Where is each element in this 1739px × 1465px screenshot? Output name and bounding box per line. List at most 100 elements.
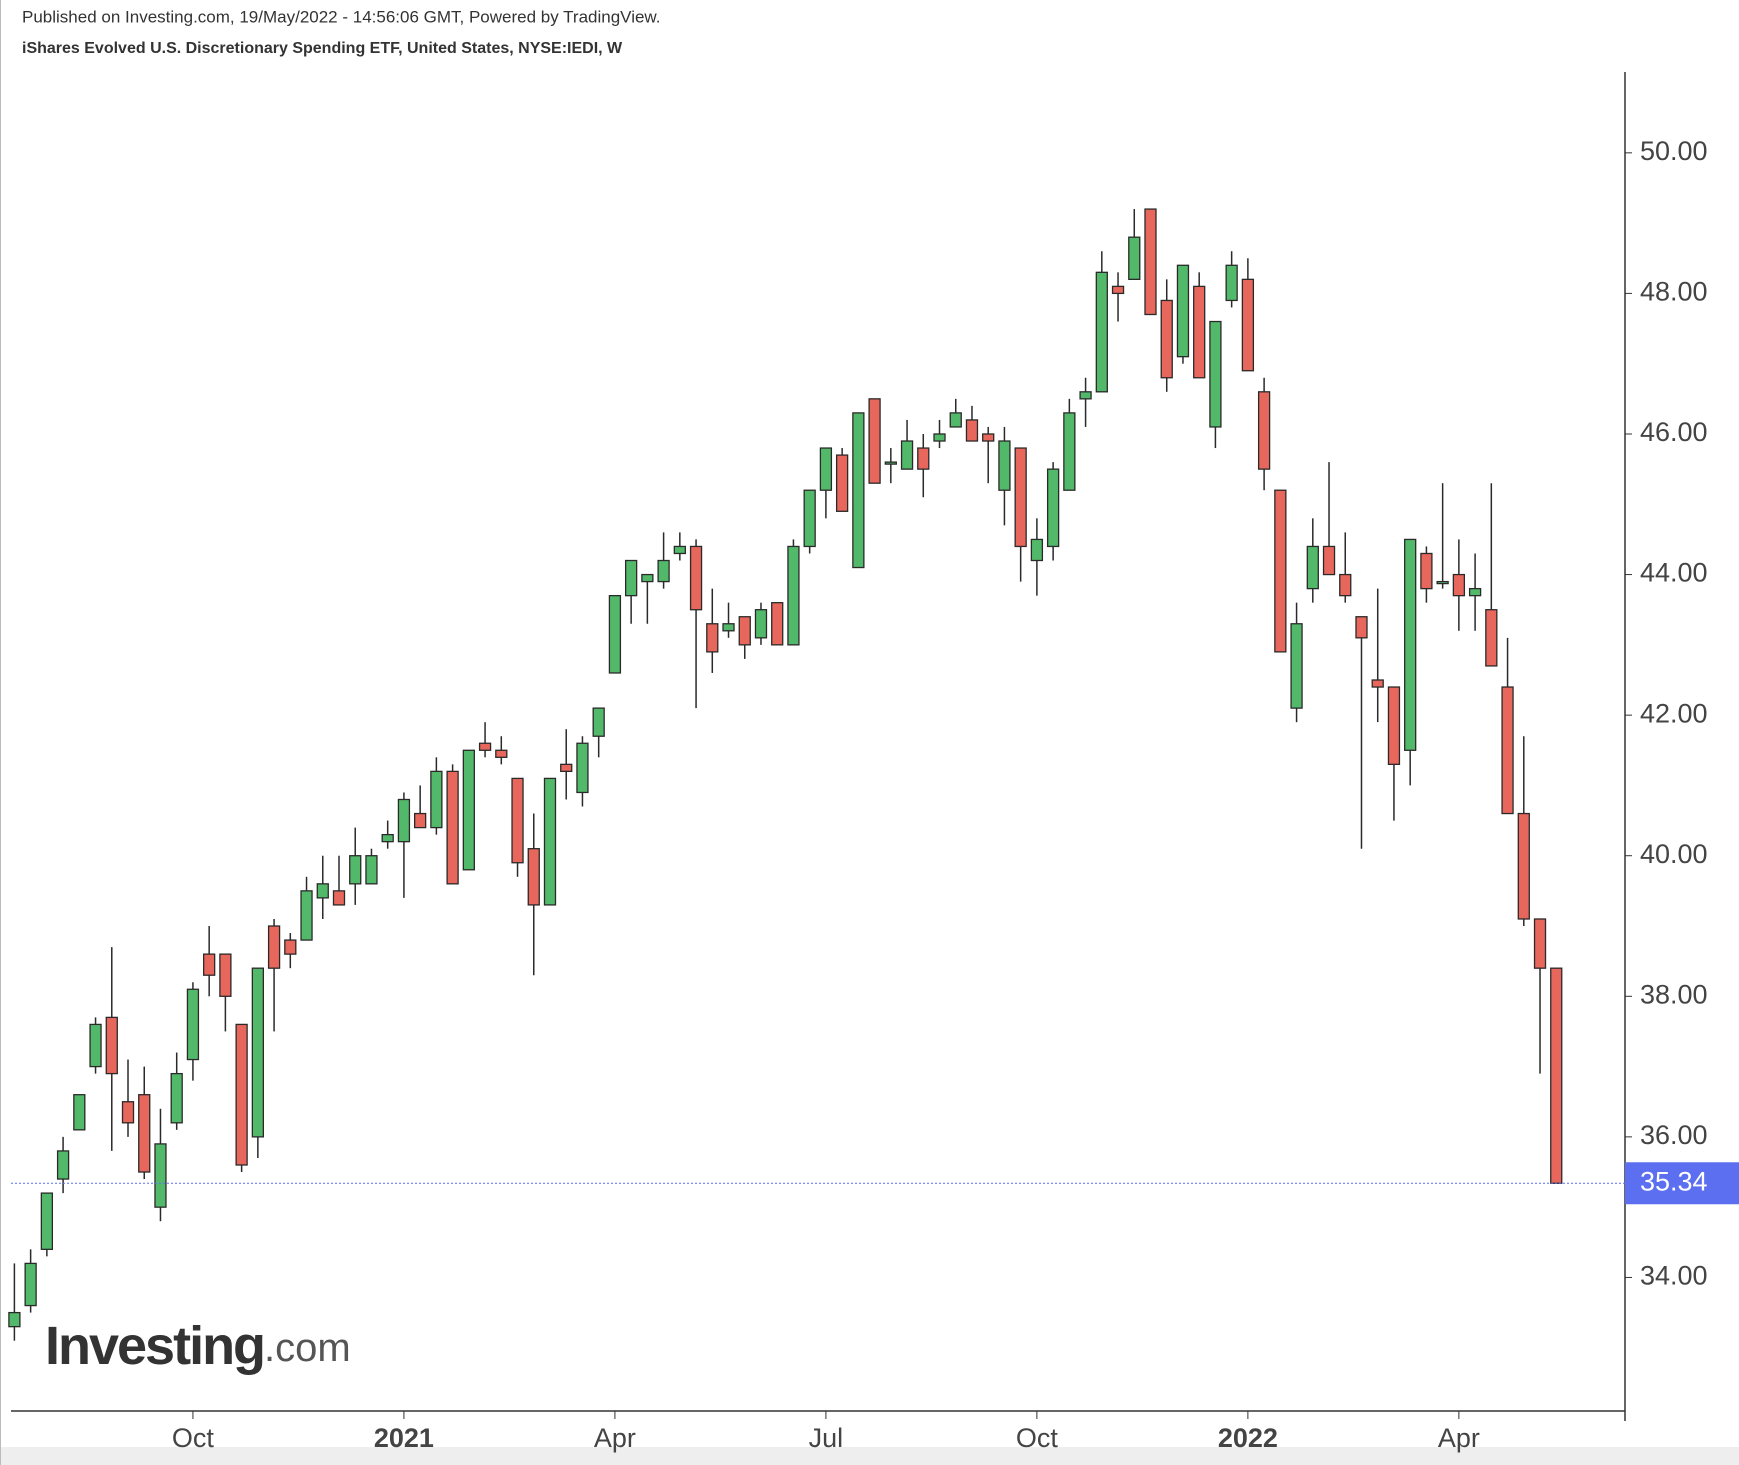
- candle-body: [641, 573, 654, 583]
- candle-body: [170, 1072, 183, 1124]
- candle-body: [1436, 580, 1449, 585]
- candle-body: [1176, 264, 1190, 358]
- candle-body: [478, 742, 492, 751]
- x-tick-label: 2022: [1218, 1423, 1278, 1453]
- candle-body: [949, 412, 962, 428]
- candle-body: [1501, 686, 1514, 815]
- candle-body: [1420, 552, 1433, 590]
- y-tick-label: 42.00: [1640, 698, 1708, 728]
- last-price-box: [1625, 1162, 1739, 1205]
- candle-body: [1046, 468, 1060, 548]
- y-tick-label: 38.00: [1640, 979, 1708, 1009]
- bottom-strip: [0, 1447, 1739, 1465]
- candle-body: [673, 545, 686, 555]
- candle-body: [267, 925, 281, 969]
- x-tick-label: Apr: [1438, 1423, 1480, 1453]
- candle-body: [560, 763, 573, 773]
- candle-body: [1128, 236, 1141, 281]
- candle-body: [738, 616, 751, 646]
- candle-body: [624, 559, 638, 597]
- candle-body: [284, 939, 297, 955]
- candle-body: [1144, 208, 1157, 316]
- y-tick-label: 40.00: [1640, 839, 1708, 869]
- logo: Investing.com: [45, 1316, 351, 1376]
- candle-body: [1193, 285, 1206, 379]
- candle-body: [1290, 623, 1303, 709]
- candle-body: [105, 1016, 118, 1075]
- candle-body: [1550, 967, 1563, 1184]
- candle-body: [251, 967, 265, 1138]
- candle-body: [1209, 320, 1222, 428]
- candle-body: [787, 545, 800, 646]
- x-tick-label: Apr: [594, 1423, 636, 1453]
- candle-body: [1355, 616, 1368, 639]
- candle-body: [608, 595, 622, 674]
- y-tick-label: 36.00: [1640, 1120, 1708, 1150]
- candle-body: [430, 770, 443, 829]
- candle-body: [933, 433, 946, 442]
- candle-body: [1404, 538, 1417, 751]
- candle-body: [852, 412, 865, 569]
- candle-body: [40, 1192, 54, 1250]
- candle-body: [982, 433, 995, 442]
- candle-body: [527, 848, 540, 906]
- candle-body: [543, 777, 557, 906]
- candle-body: [706, 623, 719, 653]
- candle-body: [381, 833, 394, 843]
- candle-body: [154, 1143, 167, 1208]
- candle-body: [1111, 285, 1125, 295]
- candle-body: [300, 890, 313, 941]
- candle-body: [24, 1262, 37, 1307]
- candle-body: [1241, 278, 1255, 372]
- subtitle: Published on Investing.com, 19/May/2022 …: [22, 7, 661, 26]
- candle-body: [576, 742, 589, 794]
- candle-body: [1339, 573, 1352, 597]
- candle-body: [689, 545, 703, 611]
- candle-body: [657, 559, 670, 583]
- candle-body: [462, 749, 475, 871]
- y-tick-label: 46.00: [1640, 417, 1708, 447]
- logo-main: Investing: [45, 1316, 264, 1376]
- candle-body: [8, 1311, 21, 1328]
- candle-body: [1257, 391, 1271, 470]
- candle-body: [1485, 609, 1498, 667]
- candle-body: [1095, 271, 1108, 393]
- candle-body: [235, 1023, 248, 1166]
- y-tick-label: 50.00: [1640, 136, 1708, 166]
- candle-body: [771, 602, 784, 646]
- x-tick-label: 2021: [374, 1423, 434, 1453]
- candle-body: [1468, 587, 1482, 597]
- candle-body: [365, 855, 378, 885]
- candle-body: [1517, 812, 1530, 920]
- candle-body: [1225, 264, 1238, 302]
- candle-body: [219, 953, 232, 997]
- candle-body: [1322, 545, 1336, 576]
- candle-body: [186, 988, 200, 1061]
- candle-body: [722, 623, 735, 632]
- x-tick-label: Oct: [172, 1423, 215, 1453]
- y-tick-label: 48.00: [1640, 277, 1708, 307]
- candle-body: [998, 440, 1011, 491]
- candle-body: [138, 1094, 151, 1173]
- candle-body: [203, 953, 216, 976]
- candle-body: [1274, 489, 1287, 653]
- candle-body: [446, 770, 459, 885]
- candle-body: [1387, 686, 1401, 765]
- candle-body: [835, 454, 849, 512]
- last-price-label: 35.34: [1640, 1166, 1708, 1196]
- candle-body: [917, 447, 930, 470]
- candle-body: [89, 1023, 102, 1068]
- candle-body: [1306, 545, 1319, 590]
- candle-body: [884, 461, 897, 465]
- candle-body: [754, 609, 768, 639]
- candle-body: [592, 707, 605, 737]
- x-tick-label: Oct: [1016, 1423, 1059, 1453]
- candle-body: [397, 798, 411, 843]
- candle-body: [900, 440, 914, 470]
- candle-body: [349, 855, 362, 885]
- candle-body: [332, 890, 346, 906]
- candle-body: [56, 1150, 70, 1180]
- logo-suffix: .com: [264, 1326, 351, 1370]
- candle-body: [413, 812, 427, 829]
